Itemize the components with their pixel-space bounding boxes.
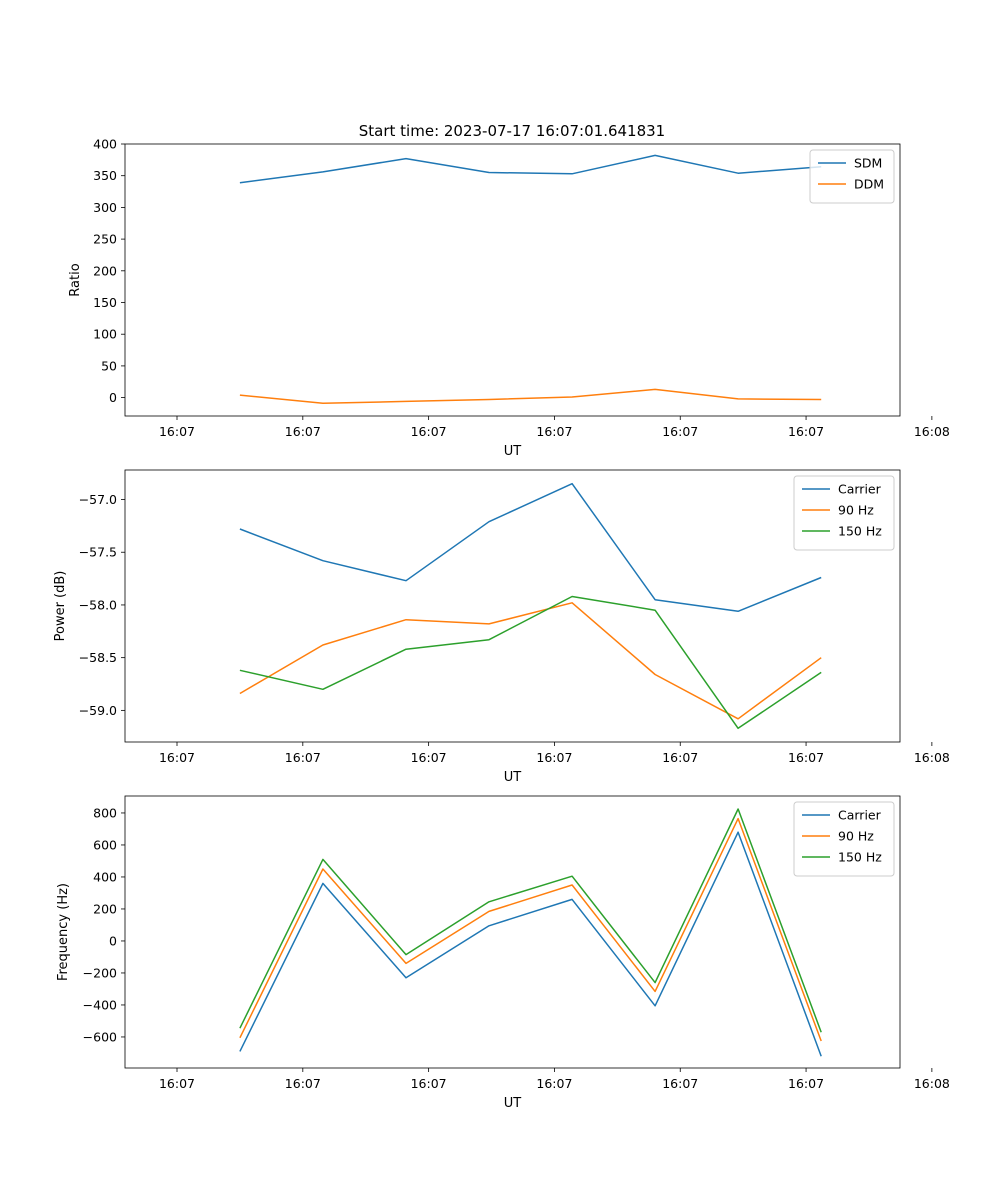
x-tick-label: 16:07 [411,424,447,439]
x-tick-label: 16:08 [914,1076,950,1091]
axes-frame [124,469,901,743]
x-tick-label: 16:07 [536,424,572,439]
chart-title: Start time: 2023-07-17 16:07:01.641831 [359,122,665,140]
series-line-90-hz [239,602,822,720]
series-line-sdm [239,154,822,184]
series-line-90-hz [239,817,822,1042]
legend: Carrier 90 Hz 150 Hz [793,475,895,551]
y-tick-label: −59.0 [79,703,117,718]
y-tick-label: 250 [93,232,117,247]
series-line-ddm [239,388,822,405]
legend-label: DDM [854,177,884,192]
x-tick-label: 16:07 [788,1076,824,1091]
x-tick-label: 16:07 [411,1076,447,1091]
subplot-2: 16:07 16:07 16:07 16:07 16:07 16:07 16:08 −59.0… [53,469,950,785]
y-tick-label: 50 [101,358,117,373]
x-tick-label: 16:07 [159,750,195,765]
y-axis-label: Frequency (Hz) [56,883,71,981]
x-tick-label: 16:07 [159,1076,195,1091]
y-tick-label: 800 [93,805,117,820]
legend: Carrier 90 Hz 150 Hz [793,801,895,877]
series-line-150-hz [239,808,822,1033]
y-tick-label: −57.5 [79,545,117,560]
axes-frame [124,795,901,1069]
x-tick-label: 16:07 [285,424,321,439]
x-tick-label: 16:07 [285,1076,321,1091]
legend-label: 150 Hz [838,850,882,865]
x-tick-label: 16:07 [285,750,321,765]
y-tick-label: 600 [93,837,117,852]
axes-frame [124,143,901,417]
y-tick-label: 150 [93,295,117,310]
x-tick-label: 16:07 [788,424,824,439]
x-axis-label: UT [504,770,522,785]
series-line-carrier [239,831,822,1057]
y-tick-label: −58.5 [79,650,117,665]
x-tick-label: 16:08 [914,424,950,439]
subplot-3: 16:07 16:07 16:07 16:07 16:07 16:07 16:08 −600 −… [56,795,950,1111]
x-tick-label: 16:07 [411,750,447,765]
y-tick-label: −200 [83,965,117,980]
series-line-150-hz [239,595,822,730]
legend-label: SDM [854,156,882,171]
x-axis-label: UT [504,1096,522,1111]
y-tick-label: 200 [93,263,117,278]
x-tick-label: 16:07 [788,750,824,765]
x-tick-label: 16:07 [536,750,572,765]
series-line-carrier [239,482,822,613]
legend-label: 90 Hz [838,829,874,844]
y-tick-label: 300 [93,200,117,215]
y-tick-label: 400 [93,137,117,152]
x-tick-label: 16:07 [536,1076,572,1091]
legend-label: Carrier [838,482,882,497]
legend: SDM DDM [809,149,895,204]
x-tick-label: 16:08 [914,750,950,765]
y-axis-label: Power (dB) [53,571,68,642]
x-tick-label: 16:07 [159,424,195,439]
x-tick-label: 16:07 [662,1076,698,1091]
x-tick-label: 16:07 [662,424,698,439]
y-tick-label: 0 [109,933,117,948]
legend-label: 90 Hz [838,503,874,518]
subplot-1: 16:07 16:07 16:07 16:07 16:07 16:07 16:08 0 50 10… [68,137,950,460]
legend-label: 150 Hz [838,524,882,539]
y-tick-label: 100 [93,327,117,342]
y-tick-label: −600 [83,1029,117,1044]
y-tick-label: 200 [93,901,117,916]
y-axis-label: Ratio [68,263,83,296]
y-tick-label: −57.0 [79,492,117,507]
y-tick-label: −400 [83,997,117,1012]
x-axis-label: UT [504,444,522,459]
y-tick-label: 0 [109,390,117,405]
x-tick-label: 16:07 [662,750,698,765]
y-tick-label: −58.0 [79,597,117,612]
legend-label: Carrier [838,808,882,823]
y-tick-label: 350 [93,168,117,183]
y-tick-label: 400 [93,869,117,884]
